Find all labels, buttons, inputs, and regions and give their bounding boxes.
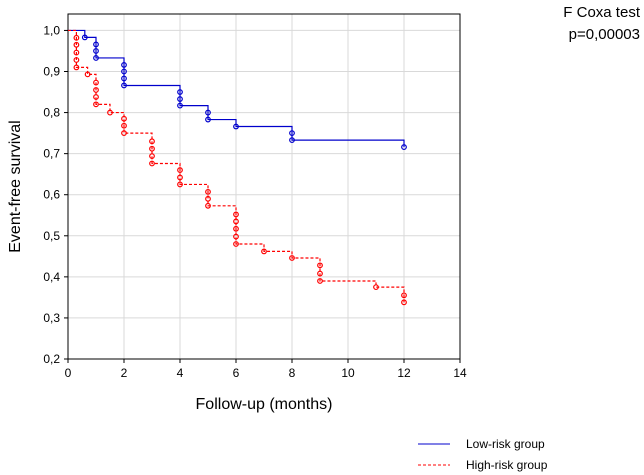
legend-line-high-risk — [418, 464, 450, 465]
test-name: F Coxa test — [563, 4, 640, 21]
censor-mark — [233, 211, 239, 218]
x-axis-label: Follow-up (months) — [196, 396, 333, 413]
censor-mark — [73, 49, 80, 56]
y-tick-label: 0,5 — [43, 229, 60, 243]
censor-mark — [177, 96, 183, 102]
legend-item-low-risk: Low-risk group — [418, 433, 547, 454]
x-tick-label: 4 — [177, 366, 184, 380]
x-tick-label: 10 — [341, 366, 355, 380]
legend-label-high-risk: High-risk group — [466, 457, 548, 472]
censor-mark — [233, 123, 239, 130]
censor-mark — [177, 89, 183, 95]
censor-mark — [205, 195, 211, 202]
censor-mark — [93, 79, 99, 86]
censor-mark — [107, 109, 113, 116]
censor-mark — [149, 153, 155, 160]
censor-mark — [205, 116, 211, 123]
censor-mark — [233, 225, 239, 232]
censor-mark — [205, 109, 211, 116]
censor-mark — [177, 102, 183, 109]
censor-mark — [401, 299, 407, 306]
censor-mark — [205, 188, 211, 195]
censor-mark — [149, 145, 155, 152]
censor-mark — [401, 144, 407, 150]
legend-label-low-risk: Low-risk group — [466, 436, 545, 451]
censor-mark — [317, 262, 323, 269]
censor-mark — [73, 64, 80, 71]
legend-line-low-risk — [418, 443, 450, 444]
censor-mark — [317, 278, 323, 284]
censor-mark — [121, 68, 127, 75]
censor-mark — [289, 137, 295, 143]
censor-mark — [149, 160, 155, 167]
x-tick-label: 8 — [289, 366, 296, 380]
axis-ticks: 0 2 4 6 8 10 12 14 0,2 0,3 0,4 0,5 0,6 0,7 0,8 0,9 1,0 — [43, 23, 467, 380]
x-tick-label: 14 — [453, 366, 467, 380]
grid-lines — [67, 14, 461, 360]
censor-mark — [177, 167, 183, 173]
censor-mark — [289, 130, 295, 137]
censor-mark — [317, 270, 323, 277]
censor-mark — [205, 202, 211, 209]
x-tick-label: 2 — [121, 366, 128, 380]
censor-mark — [121, 115, 127, 122]
censor-mark — [73, 57, 80, 63]
p-value: p=0,00003 — [568, 26, 640, 43]
survival-curve-high-risk — [68, 29, 405, 303]
censor-mark — [121, 75, 127, 82]
censor-mark — [93, 48, 99, 54]
y-tick-label: 0,7 — [43, 147, 60, 161]
y-tick-label: 0,3 — [43, 311, 60, 325]
y-tick-label: 0,4 — [43, 270, 60, 284]
censor-mark — [401, 292, 407, 299]
x-tick-label: 6 — [233, 366, 240, 380]
x-tick-label: 12 — [397, 366, 411, 380]
y-tick-label: 0,8 — [43, 106, 60, 120]
series-low-risk — [68, 29, 407, 150]
legend-item-high-risk: High-risk group — [418, 454, 547, 475]
censor-mark — [121, 62, 127, 68]
censor-mark — [233, 241, 239, 247]
censor-mark — [121, 82, 127, 89]
censor-mark — [121, 130, 127, 137]
censor-mark — [373, 284, 379, 291]
statistical-test-annotation: F Coxa test p=0,00003 — [563, 2, 640, 46]
plot-area-frame — [67, 13, 461, 360]
censor-mark — [177, 181, 183, 188]
censor-mark — [121, 122, 127, 129]
y-tick-label: 1,0 — [43, 23, 60, 37]
censor-mark — [93, 87, 99, 93]
x-tick-label: 0 — [65, 366, 72, 380]
censor-mark — [289, 255, 295, 261]
series-high-risk — [68, 29, 407, 306]
censor-mark — [233, 233, 239, 240]
censor-mark — [93, 94, 99, 100]
censor-mark — [93, 41, 99, 48]
censor-mark — [93, 101, 99, 108]
censor-mark — [81, 34, 88, 41]
chart-legend: Low-risk group High-risk group — [418, 433, 547, 475]
censor-mark — [261, 248, 267, 255]
series-group — [68, 29, 407, 306]
censor-mark — [73, 41, 80, 48]
y-tick-label: 0,2 — [43, 352, 60, 366]
censor-mark — [84, 71, 91, 78]
y-tick-label: 0,6 — [43, 188, 60, 202]
censor-mark — [149, 138, 155, 145]
censor-mark — [93, 55, 99, 61]
y-tick-label: 0,9 — [43, 65, 60, 79]
censor-mark — [73, 34, 80, 41]
censor-mark — [177, 174, 183, 181]
y-axis-label: Event-free survival — [7, 120, 24, 253]
censor-mark — [233, 218, 239, 225]
